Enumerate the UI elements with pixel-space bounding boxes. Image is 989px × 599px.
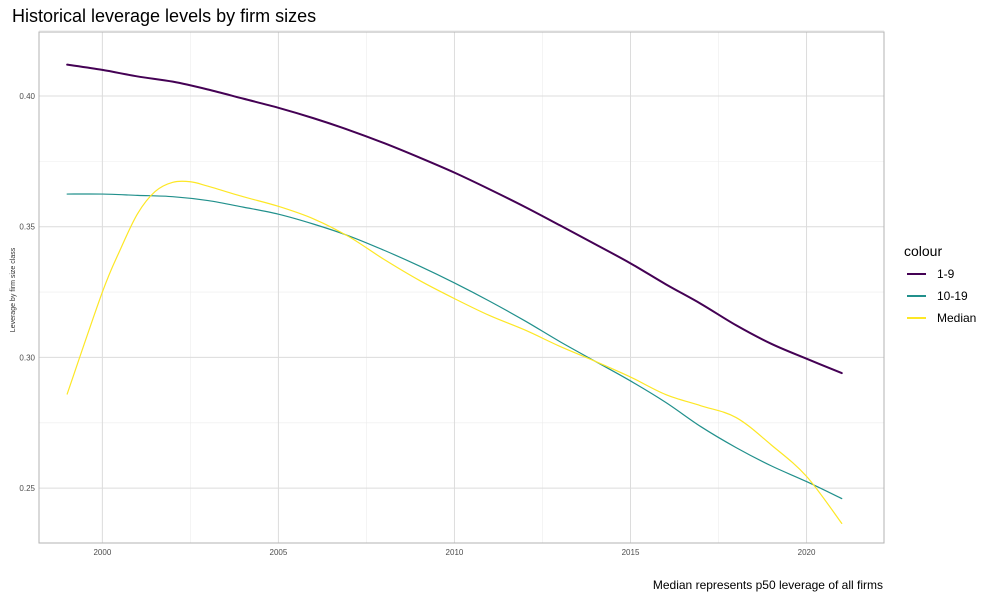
series-line-0 xyxy=(66,63,843,375)
tick-labels: 2000 2005 2010 2015 2020 0.25 0.30 0.35 0.40 xyxy=(19,92,816,557)
y-tick-label: 0.40 xyxy=(19,92,35,101)
y-tick-label: 0.35 xyxy=(19,223,35,232)
series-line-1 xyxy=(66,193,843,500)
x-tick-label: 2020 xyxy=(798,548,816,557)
legend-label-1: 10-19 xyxy=(937,289,968,303)
x-tick-label: 2005 xyxy=(270,548,288,557)
legend-label-2: Median xyxy=(937,311,976,325)
legend: colour 1-9 10-19 Median xyxy=(904,243,976,325)
legend-label-0: 1-9 xyxy=(937,267,955,281)
chart-caption: Median represents p50 leverage of all fi… xyxy=(653,578,883,592)
series-layer xyxy=(66,63,843,524)
plot-grid xyxy=(39,30,884,543)
x-tick-label: 2000 xyxy=(93,548,111,557)
x-tick-label: 2010 xyxy=(446,548,464,557)
series-line-2 xyxy=(66,180,843,524)
plot-panel xyxy=(38,31,885,544)
legend-title: colour xyxy=(904,243,942,259)
y-tick-label: 0.25 xyxy=(19,484,35,493)
y-axis-label: Leverage by firm size class xyxy=(10,247,17,332)
chart-title: Historical leverage levels by firm sizes xyxy=(12,6,316,26)
y-tick-label: 0.30 xyxy=(19,353,35,362)
x-tick-label: 2015 xyxy=(622,548,640,557)
